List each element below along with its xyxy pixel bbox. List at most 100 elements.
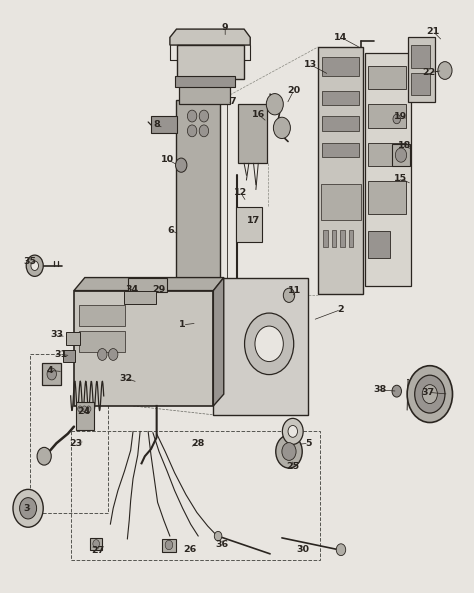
- Bar: [76, 402, 94, 430]
- Polygon shape: [168, 285, 228, 308]
- Bar: [151, 116, 177, 133]
- Bar: [162, 539, 175, 552]
- Bar: [174, 76, 235, 87]
- Text: 13: 13: [304, 60, 317, 69]
- Circle shape: [407, 366, 453, 423]
- Bar: [42, 363, 61, 385]
- Circle shape: [78, 406, 82, 412]
- Bar: [331, 230, 336, 247]
- Bar: [322, 57, 359, 76]
- Circle shape: [336, 544, 346, 556]
- Bar: [79, 331, 125, 352]
- Text: 22: 22: [422, 68, 435, 77]
- Bar: [368, 104, 406, 128]
- Bar: [322, 91, 359, 106]
- Text: 29: 29: [153, 285, 165, 294]
- Circle shape: [276, 435, 302, 468]
- Bar: [175, 100, 220, 296]
- Text: 12: 12: [234, 189, 247, 197]
- Text: 7: 7: [229, 97, 236, 106]
- Circle shape: [13, 489, 43, 527]
- Polygon shape: [213, 278, 308, 415]
- Text: 15: 15: [393, 174, 407, 183]
- Bar: [236, 206, 262, 242]
- Text: 31: 31: [55, 350, 68, 359]
- Circle shape: [26, 255, 43, 276]
- Polygon shape: [74, 278, 224, 291]
- Circle shape: [395, 148, 407, 162]
- Polygon shape: [170, 29, 250, 45]
- Polygon shape: [213, 278, 224, 406]
- Text: 38: 38: [373, 385, 386, 394]
- Bar: [368, 66, 406, 90]
- Text: 34: 34: [126, 285, 138, 294]
- Text: 19: 19: [393, 111, 407, 120]
- Bar: [411, 45, 430, 68]
- Circle shape: [19, 498, 36, 519]
- Bar: [321, 184, 361, 219]
- Text: 25: 25: [286, 463, 299, 471]
- Bar: [124, 291, 156, 304]
- Circle shape: [392, 385, 401, 397]
- Text: 21: 21: [427, 27, 440, 36]
- Bar: [408, 37, 436, 103]
- Text: 8: 8: [153, 120, 160, 129]
- Circle shape: [175, 158, 187, 172]
- Bar: [365, 53, 411, 286]
- Bar: [176, 45, 244, 79]
- Text: 26: 26: [183, 545, 196, 554]
- Circle shape: [187, 125, 197, 137]
- Text: 20: 20: [287, 86, 300, 95]
- Circle shape: [422, 385, 438, 404]
- Circle shape: [266, 94, 283, 115]
- Bar: [348, 230, 353, 247]
- Text: 37: 37: [422, 388, 435, 397]
- Text: 10: 10: [161, 155, 173, 164]
- Bar: [79, 305, 125, 326]
- Text: 11: 11: [288, 286, 301, 295]
- Bar: [30, 355, 108, 513]
- Circle shape: [47, 368, 56, 380]
- Circle shape: [165, 540, 173, 550]
- Bar: [91, 538, 102, 550]
- Text: 36: 36: [215, 540, 228, 550]
- Text: 4: 4: [47, 366, 54, 375]
- Bar: [323, 230, 328, 247]
- Bar: [71, 431, 320, 560]
- Text: 32: 32: [119, 374, 133, 382]
- Text: 16: 16: [252, 110, 265, 119]
- Bar: [30, 355, 108, 513]
- Text: 5: 5: [306, 439, 312, 448]
- Bar: [392, 144, 410, 167]
- Circle shape: [214, 531, 222, 541]
- Circle shape: [187, 110, 197, 122]
- Bar: [66, 332, 80, 345]
- Circle shape: [199, 110, 209, 122]
- Bar: [63, 350, 75, 362]
- Bar: [128, 278, 167, 292]
- Bar: [179, 81, 230, 104]
- Circle shape: [282, 442, 296, 460]
- Circle shape: [109, 349, 118, 361]
- Circle shape: [255, 326, 283, 362]
- Bar: [74, 291, 213, 406]
- Circle shape: [37, 447, 51, 465]
- Text: 3: 3: [23, 504, 30, 513]
- Bar: [340, 230, 345, 247]
- Text: 17: 17: [247, 216, 260, 225]
- Circle shape: [283, 419, 303, 444]
- Bar: [318, 47, 363, 294]
- Circle shape: [415, 375, 445, 413]
- Circle shape: [199, 125, 209, 137]
- Circle shape: [273, 117, 291, 139]
- Circle shape: [31, 261, 38, 270]
- Text: 30: 30: [297, 545, 310, 554]
- Text: 33: 33: [50, 330, 63, 339]
- Circle shape: [245, 313, 294, 375]
- Circle shape: [288, 425, 298, 437]
- Circle shape: [283, 288, 295, 302]
- Text: 35: 35: [24, 257, 36, 266]
- Text: 6: 6: [167, 226, 174, 235]
- Text: 23: 23: [69, 439, 82, 448]
- Text: 9: 9: [222, 23, 228, 32]
